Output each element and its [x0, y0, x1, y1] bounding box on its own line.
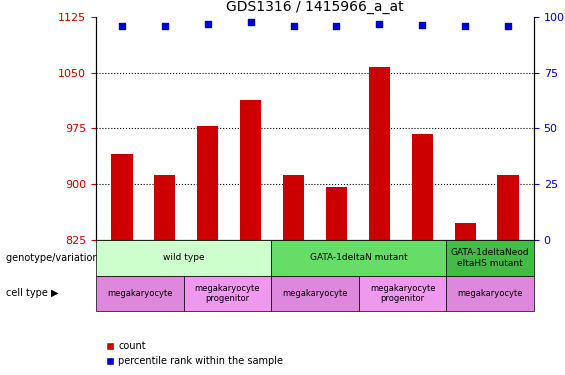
Text: genotype/variation ▶: genotype/variation ▶: [6, 253, 109, 263]
Bar: [368, 67, 390, 240]
Text: megakaryocyte: megakaryocyte: [282, 289, 347, 298]
Point: [160, 23, 170, 29]
Point: [246, 20, 255, 26]
Bar: [283, 175, 305, 240]
Bar: [325, 187, 347, 240]
Text: megakaryocyte
progenitor: megakaryocyte progenitor: [370, 284, 435, 303]
Point: [460, 23, 470, 29]
Text: wild type: wild type: [163, 254, 205, 262]
Title: GDS1316 / 1415966_a_at: GDS1316 / 1415966_a_at: [226, 0, 404, 15]
Bar: [497, 175, 519, 240]
Point: [118, 23, 127, 29]
Text: GATA-1deltaNeod
eltaHS mutant: GATA-1deltaNeod eltaHS mutant: [451, 248, 529, 267]
Bar: [411, 134, 433, 240]
Bar: [154, 175, 176, 240]
Text: megakaryocyte: megakaryocyte: [107, 289, 172, 298]
Bar: [197, 126, 219, 240]
Point: [203, 21, 212, 27]
Point: [375, 21, 384, 27]
Point: [418, 22, 427, 28]
Point: [332, 23, 341, 29]
Text: cell type ▶: cell type ▶: [6, 288, 58, 298]
Bar: [454, 223, 476, 240]
Text: GATA-1deltaN mutant: GATA-1deltaN mutant: [310, 254, 407, 262]
Point: [289, 23, 298, 29]
Text: megakaryocyte
progenitor: megakaryocyte progenitor: [195, 284, 260, 303]
Bar: [111, 154, 133, 240]
Text: megakaryocyte: megakaryocyte: [458, 289, 523, 298]
Point: [503, 23, 512, 29]
Legend: count, percentile rank within the sample: count, percentile rank within the sample: [101, 338, 287, 370]
Bar: [240, 100, 262, 240]
